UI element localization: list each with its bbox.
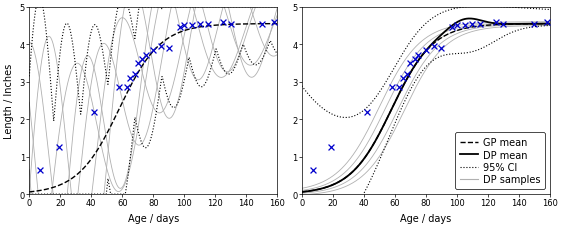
Point bbox=[133, 62, 142, 65]
Legend: GP mean, DP mean, 95% CI, DP samples: GP mean, DP mean, 95% CI, DP samples bbox=[455, 133, 545, 189]
Point bbox=[406, 62, 415, 65]
Point bbox=[203, 23, 212, 26]
Point bbox=[226, 23, 235, 26]
Point bbox=[219, 21, 228, 24]
Point bbox=[422, 49, 430, 52]
Point bbox=[410, 58, 419, 62]
Point bbox=[257, 23, 266, 26]
Point bbox=[414, 54, 423, 58]
Point bbox=[452, 25, 461, 28]
Point bbox=[180, 25, 189, 28]
Y-axis label: Length / Inches: Length / Inches bbox=[4, 64, 14, 138]
Point bbox=[164, 47, 173, 50]
Point bbox=[362, 110, 371, 114]
Point bbox=[141, 54, 150, 58]
Point bbox=[270, 21, 279, 24]
Point bbox=[448, 26, 457, 30]
Point bbox=[54, 146, 63, 149]
Point bbox=[188, 25, 197, 28]
Point bbox=[403, 73, 412, 77]
Point bbox=[429, 45, 438, 49]
X-axis label: Age / days: Age / days bbox=[128, 213, 179, 223]
Point bbox=[491, 21, 500, 24]
Point bbox=[542, 21, 551, 24]
Point bbox=[530, 23, 539, 26]
Point bbox=[468, 23, 477, 26]
Point bbox=[175, 26, 184, 30]
Point bbox=[35, 168, 44, 172]
Point bbox=[115, 86, 124, 90]
Point bbox=[327, 146, 336, 149]
Point bbox=[138, 58, 147, 62]
Point bbox=[196, 23, 205, 26]
Point bbox=[149, 49, 158, 52]
Point bbox=[395, 86, 404, 90]
Point bbox=[387, 86, 396, 90]
Point bbox=[157, 45, 166, 49]
Point bbox=[130, 73, 139, 77]
Point bbox=[125, 77, 134, 80]
Point bbox=[123, 86, 132, 90]
X-axis label: Age / days: Age / days bbox=[400, 213, 451, 223]
Point bbox=[460, 25, 469, 28]
Point bbox=[499, 23, 508, 26]
Point bbox=[437, 47, 446, 50]
Point bbox=[475, 23, 484, 26]
Point bbox=[398, 77, 407, 80]
Point bbox=[90, 110, 99, 114]
Point bbox=[308, 168, 317, 172]
